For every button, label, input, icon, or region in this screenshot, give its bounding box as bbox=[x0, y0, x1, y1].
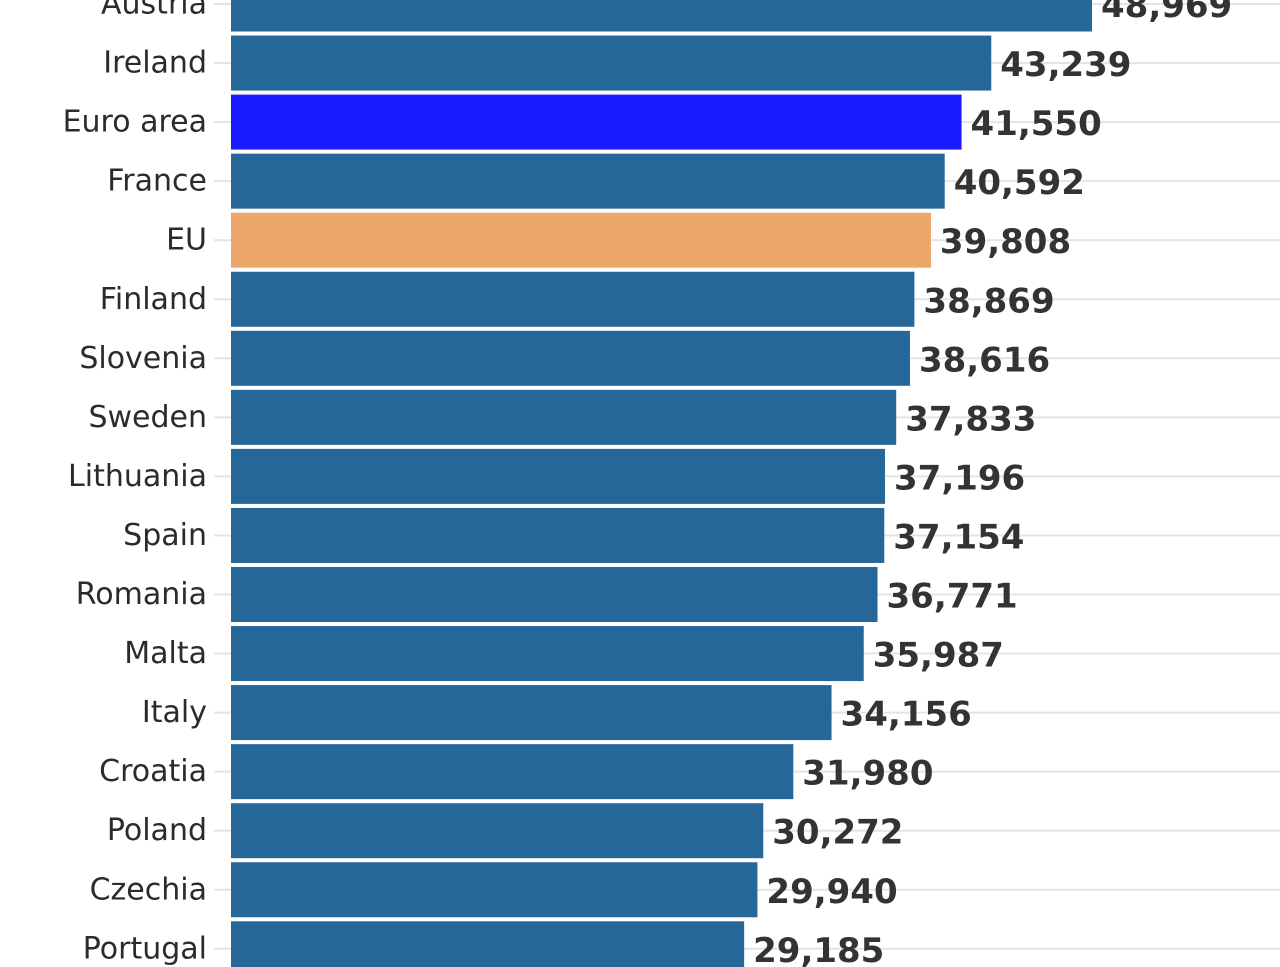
category-label-lithuania: Lithuania bbox=[68, 459, 207, 494]
bar-sweden bbox=[231, 389, 897, 445]
bar-spain bbox=[231, 507, 885, 563]
category-label-italy: Italy bbox=[142, 695, 207, 730]
bar-euro-area bbox=[231, 94, 962, 150]
bars bbox=[231, 0, 1092, 967]
value-label-romania: 36,771 bbox=[887, 577, 1018, 617]
value-label-malta: 35,987 bbox=[873, 636, 1004, 676]
category-label-finland: Finland bbox=[100, 282, 207, 317]
category-label-sweden: Sweden bbox=[88, 400, 207, 435]
category-label-austria: Austria bbox=[101, 0, 207, 22]
category-label-slovenia: Slovenia bbox=[79, 341, 207, 376]
bar-portugal bbox=[231, 921, 745, 967]
bar-malta bbox=[231, 626, 864, 682]
value-label-finland: 38,869 bbox=[923, 281, 1054, 321]
category-label-eu: EU bbox=[166, 223, 207, 258]
bar-poland bbox=[231, 803, 764, 859]
value-label-euro-area: 41,550 bbox=[971, 104, 1102, 144]
bar-lithuania bbox=[231, 448, 886, 504]
value-label-lithuania: 37,196 bbox=[894, 458, 1025, 498]
bar-czechia bbox=[231, 862, 758, 918]
bar-france bbox=[231, 153, 945, 209]
category-labels: Austria Ireland Euro area France EU Finland Sl… bbox=[63, 0, 207, 966]
category-label-romania: Romania bbox=[76, 577, 207, 612]
category-label-malta: Malta bbox=[124, 636, 207, 671]
value-label-croatia: 31,980 bbox=[802, 754, 933, 794]
value-labels: 48,969 43,239 41,550 40,592 39,808 38,869 38,6… bbox=[753, 0, 1232, 967]
value-label-sweden: 37,833 bbox=[905, 399, 1036, 439]
category-label-spain: Spain bbox=[123, 518, 207, 553]
value-label-ireland: 43,239 bbox=[1000, 45, 1131, 85]
bar-eu bbox=[231, 212, 931, 268]
value-label-eu: 39,808 bbox=[940, 222, 1071, 262]
value-label-czechia: 29,940 bbox=[766, 872, 897, 912]
bar-romania bbox=[231, 567, 878, 622]
category-label-czechia: Czechia bbox=[90, 872, 207, 907]
bar-slovenia bbox=[231, 330, 910, 386]
value-label-france: 40,592 bbox=[954, 163, 1085, 203]
value-label-poland: 30,272 bbox=[772, 813, 903, 853]
category-label-france: France bbox=[107, 164, 207, 199]
category-label-ireland: Ireland bbox=[103, 46, 207, 81]
bar-austria bbox=[231, 0, 1092, 32]
bar-finland bbox=[231, 271, 915, 327]
category-label-poland: Poland bbox=[107, 813, 207, 848]
category-label-croatia: Croatia bbox=[99, 754, 207, 789]
bar-ireland bbox=[231, 35, 992, 91]
bar-croatia bbox=[231, 744, 794, 800]
value-label-portugal: 29,185 bbox=[753, 931, 884, 967]
value-label-spain: 37,154 bbox=[893, 517, 1024, 557]
value-label-italy: 34,156 bbox=[841, 695, 972, 735]
value-label-slovenia: 38,616 bbox=[919, 340, 1050, 380]
value-label-austria: 48,969 bbox=[1101, 0, 1232, 26]
category-label-euro-area: Euro area bbox=[63, 105, 207, 140]
bar-italy bbox=[231, 685, 832, 741]
category-label-portugal: Portugal bbox=[83, 931, 207, 966]
